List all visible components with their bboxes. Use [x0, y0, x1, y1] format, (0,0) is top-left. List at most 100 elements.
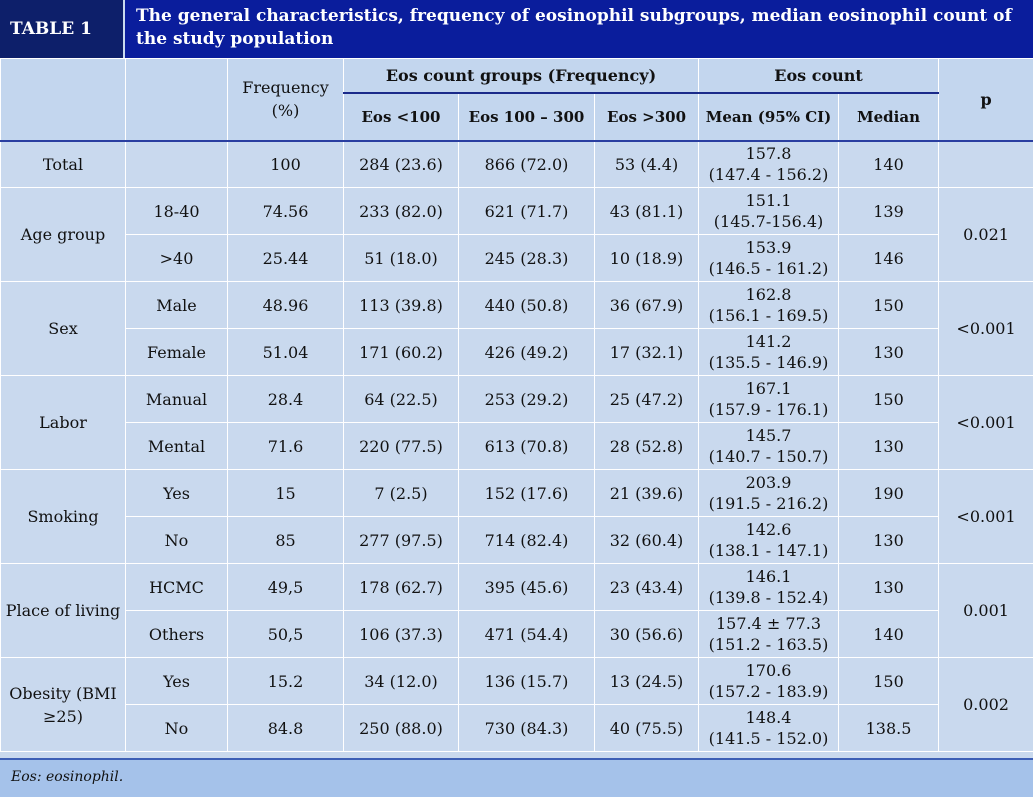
cell-ci: (139.8 - 152.4) [708, 588, 829, 607]
cell-eos-gt300: 17 (32.1) [593, 328, 700, 376]
cell-eos-100-300: 395 (45.6) [458, 563, 595, 611]
cell-eos-lt100: 106 (37.3) [343, 610, 459, 658]
cell-mean-ci: 145.7 (140.7 - 150.7) [698, 422, 840, 470]
table-row: Place of living HCMC 49,5 178 (62.7) 395 (45… [0, 563, 1033, 658]
cell-median: 138.5 [838, 704, 940, 752]
header-mean-ci: Mean (95% CI) [698, 92, 840, 142]
cell-mean: 146.1 [745, 567, 792, 586]
cell-frequency: 74.56 [227, 187, 344, 235]
table-row: Sex Male 48.96 113 (39.8) 440 (50.8) 36 (67.9… [0, 281, 1033, 376]
cell-eos-lt100: 178 (62.7) [343, 563, 459, 611]
cell-median: 150 [838, 281, 940, 329]
cell-ci: (156.1 - 169.5) [708, 306, 829, 325]
cell-subgroup: Male [125, 281, 228, 329]
table-row: Mental 71.6 220 (77.5) 613 (70.8) 28 (52.8) 1… [1, 422, 1033, 470]
cell-eos-gt300: 43 (81.1) [593, 187, 700, 235]
table-row: Obesity (BMI ≥25) Yes 15.2 34 (12.0) 136 (15… [0, 657, 1033, 752]
cell-p: 0.002 [938, 657, 1033, 752]
cell-subgroup: Manual [125, 375, 228, 423]
cell-eos-lt100: 51 (18.0) [343, 234, 459, 282]
cell-ci: (157.2 - 183.9) [708, 682, 829, 701]
cell-subgroup: Mental [125, 422, 228, 470]
cell-median: 139 [838, 187, 940, 235]
cell-median: 150 [838, 375, 940, 423]
cell-subgroup: 18-40 [125, 187, 228, 235]
cell-eos-100-300: 866 (72.0) [458, 140, 595, 188]
cell-subgroup: HCMC [125, 563, 228, 611]
cell-frequency: 71.6 [227, 422, 344, 470]
cell-frequency: 50,5 [227, 610, 344, 658]
cell-eos-gt300: 36 (67.9) [593, 281, 700, 329]
cell-mean: 167.1 [745, 379, 792, 398]
cell-median: 140 [838, 140, 940, 188]
cell-mean: 157.8 [745, 144, 792, 164]
cell-subgroup: No [125, 704, 228, 752]
cell-median: 130 [838, 516, 940, 564]
cell-ci: (145.7-156.4) [713, 212, 824, 231]
cell-mean-ci: 148.4 (141.5 - 152.0) [698, 704, 840, 752]
cell-p: <0.001 [938, 469, 1033, 564]
cell-mean-ci: 141.2 (135.5 - 146.9) [698, 328, 840, 376]
cell-eos-100-300: 621 (71.7) [458, 187, 595, 235]
table-row: Age group 18-40 74.56 233 (82.0) 621 (71.7) 4… [0, 187, 1033, 282]
table-row-total: Total 100 284 (23.6) 866 (72.0) 53 (4.4)… [0, 140, 1033, 188]
table-footnote: Eos: eosinophil. [0, 758, 1033, 797]
header-median: Median [838, 92, 940, 142]
cell-eos-100-300: 730 (84.3) [458, 704, 595, 752]
cell-mean-ci: 157.8 (147.4 - 156.2) [698, 140, 840, 188]
cell-eos-gt300: 23 (43.4) [593, 563, 700, 611]
cell-ci: (135.5 - 146.9) [708, 353, 829, 372]
cell-eos-lt100: 250 (88.0) [343, 704, 459, 752]
cell-subgroup: >40 [125, 234, 228, 282]
cell-ci: (147.4 - 156.2) [708, 165, 829, 185]
cell-eos-gt300: 13 (24.5) [593, 657, 700, 705]
cell-eos-gt300: 25 (47.2) [593, 375, 700, 423]
table-title-bar: TABLE 1 The general characteristics, fre… [0, 0, 1033, 59]
table-row: Others 50,5 106 (37.3) 471 (54.4) 30 (56.6) 1… [1, 610, 1033, 658]
cell-eos-lt100: 7 (2.5) [343, 469, 459, 517]
cell-eos-100-300: 152 (17.6) [458, 469, 595, 517]
cell-frequency: 85 [227, 516, 344, 564]
header-p: p [938, 58, 1033, 142]
cell-frequency: 51.04 [227, 328, 344, 376]
cell-eos-100-300: 714 (82.4) [458, 516, 595, 564]
cell-eos-gt300: 32 (60.4) [593, 516, 700, 564]
header-empty-1 [0, 58, 126, 142]
table-row: Smoking Yes 15 7 (2.5) 152 (17.6) 21 (39.6) 20… [0, 469, 1033, 564]
cell-p: 0.021 [938, 187, 1033, 282]
data-table: Frequency (%) Eos count groups (Frequenc… [0, 58, 1033, 752]
cell-median: 130 [838, 328, 940, 376]
cell-eos-gt300: 40 (75.5) [593, 704, 700, 752]
cell-sub [125, 140, 228, 188]
header-eos-lt100: Eos <100 [343, 92, 459, 142]
cell-ci: (151.2 - 163.5) [708, 635, 829, 654]
cell-p: <0.001 [938, 281, 1033, 376]
table-body: Total 100 284 (23.6) 866 (72.0) 53 (4.4)… [0, 140, 1033, 752]
header-empty-2 [125, 58, 228, 142]
cell-median: 130 [838, 422, 940, 470]
cell-p: <0.001 [938, 375, 1033, 470]
group-label: Place of living [0, 563, 126, 658]
cell-subgroup: Yes [125, 469, 228, 517]
cell-ci: (141.5 - 152.0) [708, 729, 829, 748]
cell-ci: (146.5 - 161.2) [708, 259, 829, 278]
cell-median: 150 [838, 657, 940, 705]
cell-eos-lt100: 34 (12.0) [343, 657, 459, 705]
cell-eos-lt100: 284 (23.6) [343, 140, 459, 188]
group-label: Age group [0, 187, 126, 282]
cell-eos-lt100: 64 (22.5) [343, 375, 459, 423]
cell-mean: 162.8 [745, 285, 792, 304]
cell-eos-100-300: 613 (70.8) [458, 422, 595, 470]
cell-subgroup: Others [125, 610, 228, 658]
table-row: >40 25.44 51 (18.0) 245 (28.3) 10 (18.9) 153.… [1, 234, 1033, 282]
cell-eos-100-300: 471 (54.4) [458, 610, 595, 658]
cell-p [938, 140, 1033, 188]
cell-mean: 170.6 [745, 661, 792, 680]
cell-mean: 157.4 ± 77.3 [716, 614, 822, 633]
cell-subgroup: Female [125, 328, 228, 376]
header-eos-count: Eos count [698, 58, 940, 94]
cell-eos-lt100: 171 (60.2) [343, 328, 459, 376]
cell-eos-lt100: 113 (39.8) [343, 281, 459, 329]
cell-p: 0.001 [938, 563, 1033, 658]
